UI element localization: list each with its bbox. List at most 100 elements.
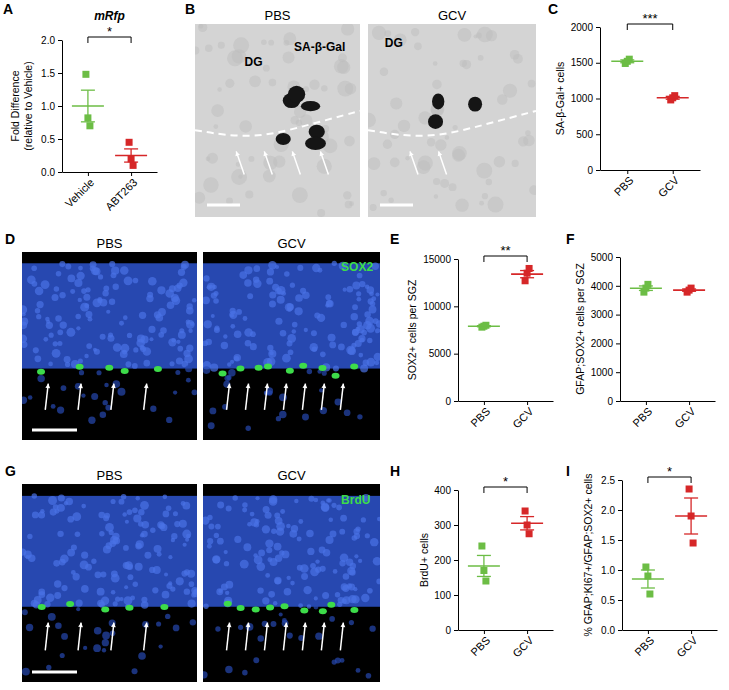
nucleus <box>361 594 369 602</box>
nucleus <box>257 587 263 593</box>
image-title: PBS <box>96 236 122 251</box>
arrow-head <box>265 384 270 389</box>
y-tick-mark <box>616 372 620 373</box>
nucleus <box>265 539 273 547</box>
nucleus <box>91 559 96 564</box>
data-point <box>482 578 489 585</box>
nucleus <box>342 596 350 604</box>
y-tick: 4000 <box>591 281 620 292</box>
y-tick: 0 <box>607 396 620 407</box>
nucleus <box>100 334 106 340</box>
error-bar-stem <box>645 286 646 290</box>
nucleus <box>232 495 237 500</box>
significance-label: *** <box>642 11 657 26</box>
arrow-head <box>246 384 251 389</box>
arrow-shaft <box>236 151 244 174</box>
nucleus <box>150 406 156 412</box>
nucleus <box>169 285 176 292</box>
nucleus <box>233 354 240 361</box>
nucleus <box>238 625 243 630</box>
nucleus <box>351 343 356 348</box>
nucleus <box>186 303 192 309</box>
arrow-head <box>322 623 327 628</box>
nucleus <box>166 505 172 511</box>
nucleus <box>71 544 77 550</box>
arrow-shaft <box>264 151 272 174</box>
nucleus <box>146 295 153 302</box>
y-tick-label: 500 <box>576 129 593 140</box>
nucleus <box>226 375 231 380</box>
y-tick-mark <box>596 27 600 28</box>
y-tick: 2000 <box>591 338 620 349</box>
x-axis-line <box>621 401 716 402</box>
x-tick-label: PBS <box>612 174 636 198</box>
y-tick: 100 <box>434 590 458 601</box>
y-tick-mark <box>454 401 458 402</box>
arrow-head <box>78 384 83 389</box>
nucleus <box>282 354 291 363</box>
data-point <box>478 543 485 550</box>
nucleus <box>332 659 337 664</box>
x-tick: PBS <box>468 401 492 429</box>
nucleus <box>43 337 48 342</box>
nucleus <box>154 311 161 318</box>
error-bar <box>666 96 680 99</box>
nucleus <box>276 416 281 421</box>
nucleus <box>158 644 162 648</box>
y-tick: 15000 <box>423 254 458 265</box>
nucleus <box>111 272 117 278</box>
nucleus <box>56 271 62 277</box>
nucleus <box>150 528 155 533</box>
nucleus <box>240 560 249 569</box>
nucleus <box>109 619 116 626</box>
nucleus <box>169 361 174 366</box>
nucleus <box>203 275 209 281</box>
y-tick: 3000 <box>591 309 620 320</box>
error-bar-cap <box>520 516 534 517</box>
nucleus <box>327 498 331 502</box>
nucleus <box>243 316 248 321</box>
nucleus <box>276 527 284 535</box>
nucleus <box>307 548 314 555</box>
nucleus <box>255 496 259 500</box>
y-tick-label: 400 <box>434 485 451 496</box>
nucleus <box>207 283 215 291</box>
nucleus <box>274 543 282 551</box>
nucleus <box>335 592 340 597</box>
y-tick-label: 0 <box>607 396 613 407</box>
micrograph: BrdU <box>200 484 382 682</box>
nucleus <box>295 307 303 315</box>
nucleus <box>88 417 95 424</box>
y-tick-label: 2000 <box>591 338 614 349</box>
labeled-cell <box>327 602 335 608</box>
nucleus <box>375 292 379 296</box>
micrograph: DG <box>361 24 539 217</box>
y-tick-label: 2.0 <box>601 505 615 516</box>
nucleus <box>104 383 108 387</box>
y-tick-label: 0 <box>445 396 451 407</box>
nucleus <box>185 365 192 372</box>
nucleus <box>64 501 68 505</box>
nucleus <box>246 623 254 631</box>
y-axis-title: (relative to Vehicle) <box>22 61 34 150</box>
y-axis-line <box>620 258 621 402</box>
nucleus <box>244 266 252 274</box>
nucleus <box>22 322 27 330</box>
stained-cell <box>301 101 320 111</box>
nucleus <box>75 532 81 538</box>
nucleus <box>285 303 293 311</box>
y-axis-title: GFAP;SOX2+ cells per SGZ <box>574 263 586 395</box>
texture <box>434 194 438 198</box>
x-tick-mark <box>689 401 690 405</box>
panel-label: A <box>3 1 13 17</box>
nucleus <box>32 493 37 498</box>
nucleus <box>207 544 212 549</box>
chart-panel: 010002000300040005000PBSGCVGFAP;SOX2+ ce… <box>574 252 716 431</box>
texture <box>390 97 402 109</box>
nucleus <box>136 496 140 500</box>
nucleus <box>113 343 122 352</box>
nucleus <box>361 330 367 336</box>
image-background <box>368 24 536 217</box>
nucleus <box>303 586 311 594</box>
y-tick: 1.0 <box>601 565 622 576</box>
